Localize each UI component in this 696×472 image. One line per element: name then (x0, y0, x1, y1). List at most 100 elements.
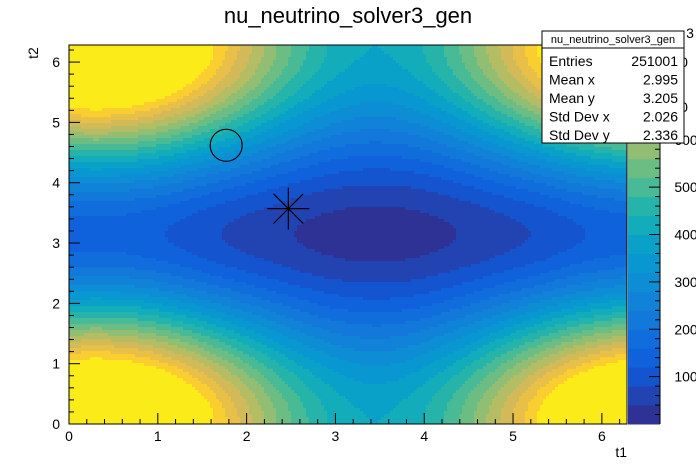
heatmap-cell (180, 114, 184, 118)
heatmap-cell (174, 90, 178, 94)
heatmap-cell (150, 72, 154, 76)
heatmap-cell (492, 111, 496, 115)
heatmap-cell (207, 108, 211, 112)
heatmap-cell (243, 81, 247, 85)
heatmap-cell (390, 93, 394, 97)
heatmap-cell (297, 93, 301, 97)
heatmap-cell (249, 66, 253, 70)
heatmap-cell (120, 99, 124, 103)
heatmap-cell (294, 69, 298, 73)
heatmap-cell (231, 81, 235, 85)
heatmap-cell (177, 90, 181, 94)
heatmap-cell (513, 111, 517, 115)
heatmap-cell (222, 81, 226, 85)
heatmap-cell (123, 78, 127, 82)
heatmap-cell (90, 102, 94, 106)
heatmap-cell (435, 99, 439, 103)
heatmap-cell (267, 72, 271, 76)
heatmap-cell (369, 78, 373, 82)
heatmap-cell (183, 54, 187, 58)
heatmap-cell (270, 90, 274, 94)
heatmap-cell (417, 57, 421, 61)
heatmap-cell (138, 81, 142, 85)
heatmap-cell (420, 114, 424, 118)
heatmap-cell (318, 87, 322, 91)
heatmap-cell (87, 84, 91, 88)
heatmap-cell (204, 123, 208, 127)
heatmap-cell (498, 66, 502, 70)
heatmap-cell (456, 72, 460, 76)
heatmap-cell (186, 57, 190, 61)
heatmap-cell (291, 63, 295, 67)
heatmap-cell (177, 102, 181, 106)
heatmap-cell (141, 75, 145, 79)
heatmap-cell (273, 105, 277, 109)
heatmap-cell (90, 63, 94, 67)
heatmap-cell (225, 81, 229, 85)
heatmap-cell (171, 81, 175, 85)
heatmap-cell (480, 108, 484, 112)
heatmap-cell (168, 99, 172, 103)
heatmap-cell (345, 45, 349, 49)
heatmap-cell (138, 63, 142, 67)
heatmap-cell (213, 93, 217, 97)
heatmap-cell (81, 96, 85, 100)
heatmap-cell (174, 51, 178, 55)
heatmap-cell (129, 123, 133, 127)
heatmap-cell (384, 84, 388, 88)
heatmap-cell (462, 93, 466, 97)
heatmap-cell (69, 99, 73, 103)
heatmap-cell (141, 66, 145, 70)
heatmap-cell (99, 102, 103, 106)
heatmap-cell (417, 81, 421, 85)
heatmap-cell (180, 69, 184, 73)
heatmap-cell (525, 54, 529, 58)
heatmap-cell (468, 72, 472, 76)
heatmap-cell (75, 69, 79, 73)
heatmap-cell (165, 66, 169, 70)
heatmap-cell (354, 78, 358, 82)
heatmap-cell (285, 117, 289, 121)
heatmap-cell (507, 51, 511, 55)
heatmap-cell (126, 84, 130, 88)
heatmap-cell (363, 93, 367, 97)
heatmap-cell (495, 75, 499, 79)
heatmap-cell (147, 51, 151, 55)
heatmap-cell (312, 75, 316, 79)
heatmap-cell (261, 51, 265, 55)
heatmap-cell (495, 66, 499, 70)
heatmap-cell (273, 84, 277, 88)
heatmap-cell (222, 48, 226, 52)
heatmap-cell (450, 96, 454, 100)
heatmap-cell (198, 72, 202, 76)
heatmap-cell (303, 60, 307, 64)
heatmap-cell (150, 66, 154, 70)
heatmap-cell (186, 66, 190, 70)
heatmap-cell (381, 90, 385, 94)
heatmap-cell (96, 75, 100, 79)
heatmap-cell (438, 102, 442, 106)
heatmap-cell (366, 78, 370, 82)
heatmap-cell (288, 96, 292, 100)
heatmap-cell (282, 120, 286, 124)
heatmap-cell (273, 48, 277, 52)
heatmap-cell (192, 60, 196, 64)
heatmap-cell (534, 93, 538, 97)
heatmap-cell (492, 93, 496, 97)
heatmap-cell (243, 111, 247, 115)
heatmap-cell (426, 90, 430, 94)
heatmap-cell (384, 57, 388, 61)
heatmap-cell (222, 108, 226, 112)
heatmap-cell (354, 108, 358, 112)
heatmap-cell (69, 93, 73, 97)
heatmap-cell (477, 66, 481, 70)
heatmap-cell (174, 117, 178, 121)
heatmap-cell (114, 87, 118, 91)
heatmap-cell (132, 84, 136, 88)
heatmap-cell (267, 120, 271, 124)
heatmap-cell (288, 84, 292, 88)
heatmap-cell (312, 57, 316, 61)
heatmap-cell (282, 96, 286, 100)
heatmap-cell (189, 63, 193, 67)
heatmap-cell (435, 114, 439, 118)
